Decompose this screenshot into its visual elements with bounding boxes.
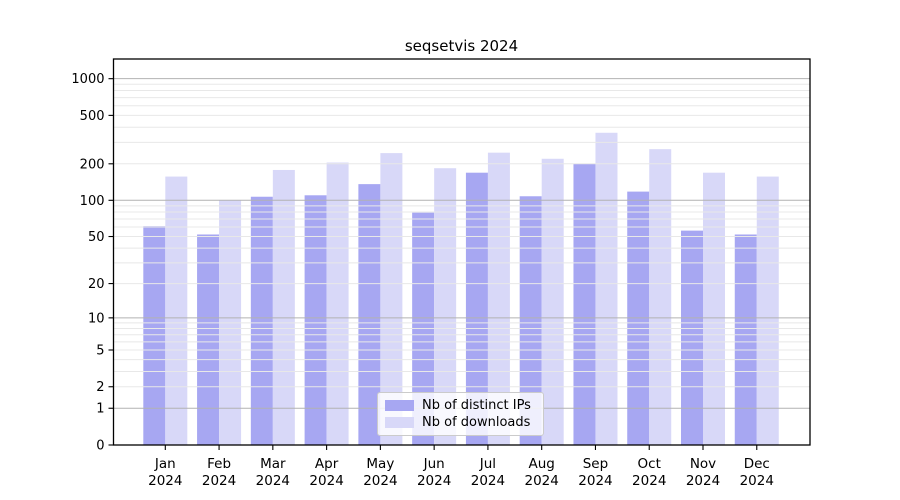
bar-distinct-ips [304,195,327,445]
legend-label-downloads: Nb of downloads [422,415,531,430]
y-tick-label: 2 [96,380,104,395]
y-tick-label: 50 [88,230,105,245]
x-tick-label-year: 2024 [740,473,774,489]
y-tick-label: 0 [96,439,104,454]
legend: Nb of distinct IPs Nb of downloads [377,392,544,436]
x-tick-label-year: 2024 [632,473,666,489]
bar-distinct-ips [465,172,488,445]
bar-downloads [380,153,403,446]
x-tick-label-month: Jun [423,456,445,472]
x-tick-label-month: Jul [479,456,496,472]
y-tick-label: 10 [88,311,105,326]
bar-distinct-ips [143,226,166,445]
y-tick-label: 1 [96,402,104,417]
legend-item-distinct-ips: Nb of distinct IPs [385,398,535,413]
x-tick-label-month: Aug [529,456,555,472]
x-tick-label-year: 2024 [578,473,612,489]
x-tick-label-month: Nov [690,456,716,472]
x-tick-label-year: 2024 [363,473,397,489]
x-tick-label-month: Mar [260,456,286,472]
bar-distinct-ips [734,234,757,445]
bar-downloads [272,169,295,446]
bar-downloads [756,176,779,445]
x-tick-label-month: Sep [583,456,608,472]
y-tick-label: 200 [80,157,105,172]
bar-downloads [165,176,188,445]
y-tick-label: 1000 [71,72,104,87]
x-tick-label-year: 2024 [309,473,343,489]
bar-distinct-ips [358,184,381,445]
bar-downloads [595,132,618,446]
bar-distinct-ips [681,230,703,445]
x-tick-label-month: Oct [638,456,661,472]
x-tick-label-month: May [366,456,394,472]
x-tick-label-year: 2024 [417,473,451,489]
x-tick-label-year: 2024 [525,473,559,489]
bar-downloads [649,149,672,445]
chart-title: seqsetvis 2024 [404,37,519,55]
x-tick-label-month: Feb [207,456,231,472]
legend-label-distinct-ips: Nb of distinct IPs [422,398,531,413]
bar-distinct-ips [250,196,273,445]
x-tick-label-month: Jan [154,456,176,472]
legend-swatch-downloads [385,417,414,428]
x-tick-label-year: 2024 [686,473,720,489]
x-tick-label-year: 2024 [148,473,182,489]
x-tick-label-year: 2024 [256,473,290,489]
y-tick-label: 20 [88,277,105,292]
bar-downloads [703,172,725,445]
x-tick-label-year: 2024 [202,473,236,489]
bar-distinct-ips [573,163,596,446]
plot-border [112,58,811,446]
bar-downloads [541,158,564,445]
bar-downloads [326,162,349,445]
y-tick-label: 100 [80,194,105,209]
bar-downloads [434,168,457,445]
y-tick-label: 5 [96,343,104,358]
bar-distinct-ips [197,234,220,445]
x-tick-label-month: Dec [744,456,770,472]
x-tick-label-year: 2024 [471,473,505,489]
bar-distinct-ips [519,196,542,445]
x-tick-label-month: Apr [315,456,339,472]
legend-swatch-distinct-ips [385,400,414,411]
legend-item-downloads: Nb of downloads [385,415,535,430]
y-tick-label: 500 [80,109,105,124]
